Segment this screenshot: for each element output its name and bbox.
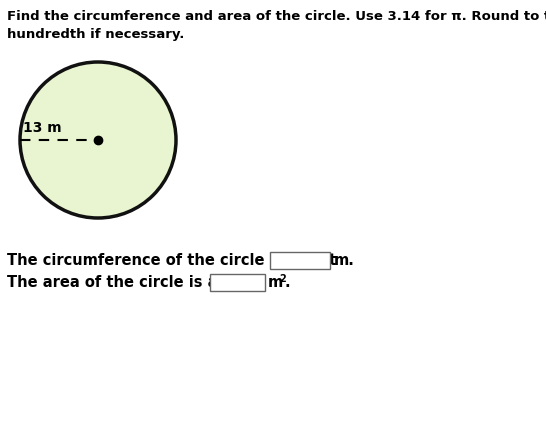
Text: The circumference of the circle is about: The circumference of the circle is about [7,253,336,268]
Text: Find the circumference and area of the circle. Use 3.14 for π. Round to the near: Find the circumference and area of the c… [7,10,546,23]
Circle shape [20,62,176,218]
FancyBboxPatch shape [210,274,265,291]
Text: The area of the circle is about: The area of the circle is about [7,275,256,290]
Text: 13 m: 13 m [23,121,62,135]
Text: 2: 2 [279,274,286,284]
Text: m: m [268,275,283,290]
Text: hundredth if necessary.: hundredth if necessary. [7,28,185,41]
FancyBboxPatch shape [270,252,330,269]
Text: .: . [284,275,289,290]
Text: m.: m. [334,253,355,268]
